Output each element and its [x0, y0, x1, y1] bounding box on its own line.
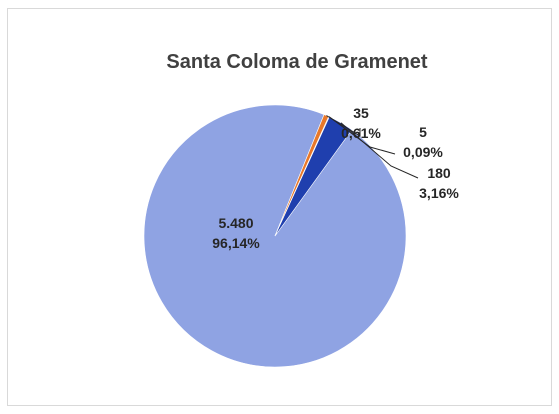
- data-label-percent-0: 96,14%: [212, 235, 260, 251]
- data-label-percent-3: 3,16%: [419, 185, 459, 201]
- data-label-value-3: 180: [427, 165, 451, 181]
- data-label-percent-1: 0,61%: [341, 125, 381, 141]
- data-label-value-1: 35: [353, 105, 369, 121]
- data-label-value-0: 5.480: [218, 215, 253, 231]
- data-label-value-2: 5: [419, 124, 427, 140]
- leader-line-2: [328, 116, 396, 155]
- chart-title: Santa Coloma de Gramenet: [166, 51, 428, 73]
- leader-line-3: [340, 122, 419, 179]
- data-label-percent-2: 0,09%: [403, 144, 443, 160]
- leader-line-1: [326, 115, 361, 137]
